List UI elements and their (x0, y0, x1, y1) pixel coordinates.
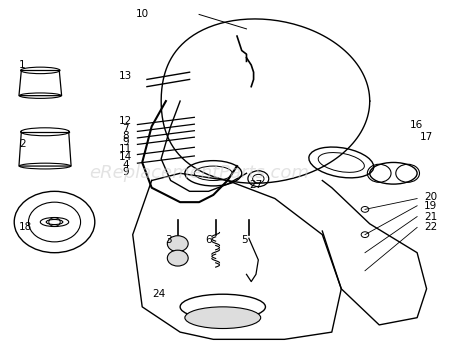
Ellipse shape (185, 307, 261, 329)
Text: 6: 6 (205, 235, 212, 245)
Text: 27: 27 (249, 180, 263, 190)
Text: eReplacementParts.com: eReplacementParts.com (89, 164, 309, 182)
Circle shape (167, 250, 188, 266)
Text: 19: 19 (424, 201, 438, 211)
Text: 2: 2 (19, 139, 26, 149)
Text: 13: 13 (119, 71, 132, 81)
Text: 11: 11 (119, 144, 132, 154)
Text: 12: 12 (119, 116, 132, 126)
Text: 9: 9 (122, 137, 129, 147)
Text: 8: 8 (122, 131, 129, 141)
Text: 9: 9 (122, 167, 129, 177)
Polygon shape (133, 173, 341, 339)
Text: 4: 4 (122, 160, 129, 170)
Text: 7: 7 (122, 123, 129, 134)
Text: 1: 1 (19, 60, 26, 70)
Text: 3: 3 (165, 235, 172, 245)
Text: 5: 5 (241, 235, 247, 245)
Polygon shape (161, 19, 370, 183)
Text: 22: 22 (424, 222, 438, 232)
Text: 10: 10 (136, 9, 149, 19)
Text: 20: 20 (424, 192, 438, 202)
Text: 21: 21 (424, 212, 438, 222)
Text: 24: 24 (152, 289, 165, 299)
Text: 17: 17 (419, 132, 433, 142)
Polygon shape (322, 180, 427, 325)
Text: 16: 16 (410, 119, 423, 130)
Circle shape (167, 236, 188, 252)
Text: 14: 14 (119, 152, 132, 162)
Text: 18: 18 (19, 222, 32, 232)
